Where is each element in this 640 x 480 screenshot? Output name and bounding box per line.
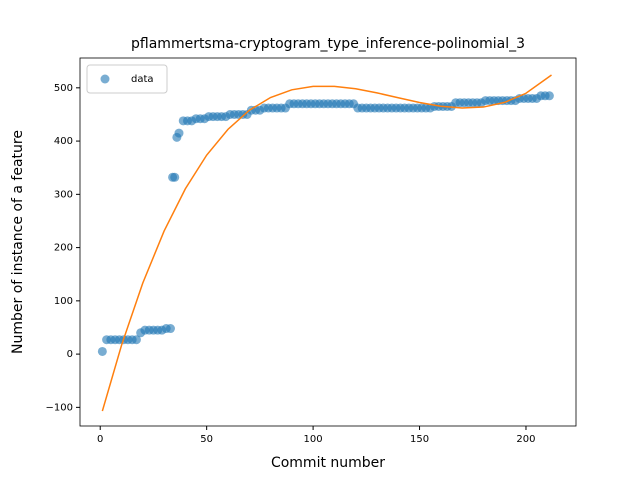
y-tick-label: −100 xyxy=(46,402,73,413)
y-axis-label: Number of instance of a feature xyxy=(10,130,26,354)
x-tick-label: 50 xyxy=(200,434,213,445)
y-tick-label: 300 xyxy=(54,189,73,200)
plot-area xyxy=(97,74,554,412)
legend-marker xyxy=(100,74,110,84)
plot-frame xyxy=(79,57,577,427)
data-point xyxy=(165,324,175,334)
fit-line xyxy=(101,74,552,412)
x-tick-label: 200 xyxy=(516,434,535,445)
y-tick-label: 200 xyxy=(54,243,73,254)
x-axis-label: Commit number xyxy=(271,455,385,471)
legend-label: data xyxy=(131,74,154,85)
data-point xyxy=(544,91,554,101)
y-tick-label: 0 xyxy=(67,349,73,360)
data-point xyxy=(131,335,141,345)
legend-box xyxy=(86,64,168,94)
chart-title: pflammertsma-cryptogram_type_inference-p… xyxy=(131,36,525,52)
x-tick-label: 0 xyxy=(97,434,103,445)
data-point xyxy=(97,346,107,356)
y-tick-label: 100 xyxy=(54,296,73,307)
data-point xyxy=(170,172,180,182)
x-tick-label: 100 xyxy=(304,434,323,445)
y-tick-label: 400 xyxy=(54,136,73,147)
x-tick-label: 150 xyxy=(410,434,429,445)
data-point xyxy=(174,128,184,138)
y-tick-label: 500 xyxy=(54,83,73,94)
